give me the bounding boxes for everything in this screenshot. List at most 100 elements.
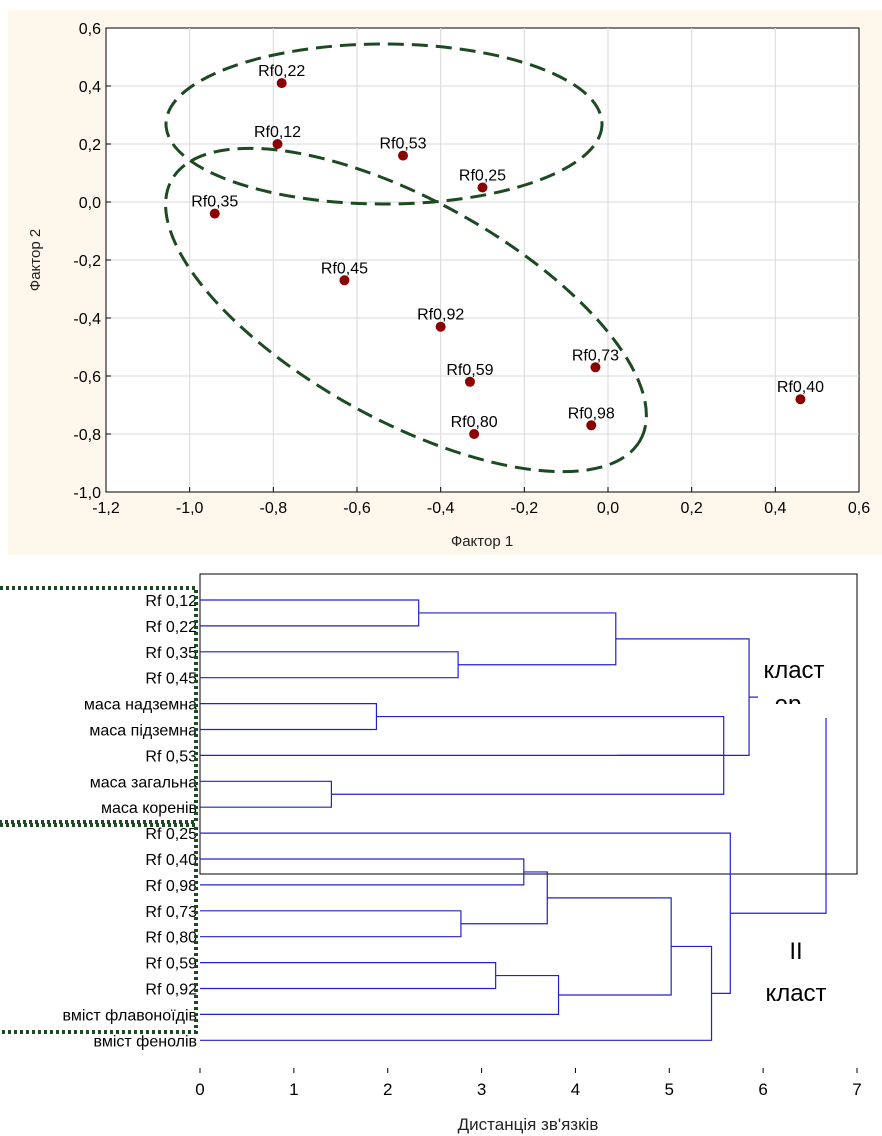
dendrogram-x-axis-label: Дистанція зв'язків	[458, 1115, 599, 1134]
dendrogram-leaf-label: Rf 0,12	[145, 593, 197, 610]
dendrogram-leaf-label: Rf 0,98	[145, 878, 197, 895]
scatter-point-label: Rf0,59	[446, 362, 493, 379]
scatter-y-tick-label: 0,6	[79, 21, 101, 38]
dendrogram-leaf-label: Rf 0,40	[145, 852, 197, 869]
scatter-points: Rf0,22 Rf0,12 Rf0,53 Rf0,25 Rf0,35 Rf0,45 Rf0,…	[191, 63, 824, 439]
dendrogram-branch	[200, 962, 497, 990]
dendrogram-x-tick-label: 3	[477, 1080, 486, 1099]
dendrogram-leaf-label: Rf 0,35	[145, 645, 197, 662]
scatter-point-label: Rf0,40	[777, 379, 824, 396]
scatter-point	[435, 321, 446, 332]
scatter-y-tick-label: -1,0	[73, 485, 101, 502]
scatter-x-tick-label: -1,2	[92, 500, 120, 517]
dendrogram-branch	[200, 858, 525, 886]
dendrogram-leaf-label: маса загальна	[90, 774, 197, 791]
cluster2-label-line2: класт	[765, 980, 826, 1007]
scatter-y-axis-label: Фактор 2	[27, 229, 44, 291]
scatter-y-tick-label: 0,4	[79, 79, 101, 96]
cluster1-outline	[0, 586, 198, 824]
dendrogram-leaf-label: Rf 0,45	[145, 671, 197, 688]
upper-group-outline	[164, 42, 604, 206]
scatter-point	[590, 362, 601, 373]
dendrogram-leaf-label: маса коренів	[101, 800, 197, 817]
dendrogram-leaf-label: Rf 0,22	[145, 619, 197, 636]
scatter-x-axis-label: Фактор 1	[451, 533, 513, 550]
dendrogram-branch	[200, 945, 713, 1041]
dendrogram-leaf-label: маса підземна	[89, 723, 197, 740]
scatter-x-tick-label: -0,4	[427, 500, 455, 517]
cluster2-outline	[0, 823, 198, 1034]
scatter-point-label: Rf0,25	[459, 168, 506, 185]
scatter-group-outlines	[164, 42, 648, 474]
scatter-point	[795, 394, 806, 405]
scatter-y-tick-label: 0,2	[79, 137, 101, 154]
scatter-panel: -1,2 -1,0 -0,8 -0,6 -0,4 -0,2 0,0 0,2 0,4 0,6 0,6…	[8, 10, 882, 555]
scatter-point-label: Rf0,80	[451, 414, 498, 431]
dendrogram-leaf-label: Rf 0,73	[145, 904, 197, 921]
scatter-point-label: Rf0,12	[254, 124, 301, 141]
scatter-x-tick-label: -1,0	[176, 500, 204, 517]
dendrogram-x-tick-label: 5	[665, 1080, 674, 1099]
dendrogram-branch	[418, 612, 617, 666]
dendrogram-leaf-label: маса надземна	[84, 697, 197, 714]
dendrogram-x-tick-label: 1	[289, 1080, 298, 1099]
scatter-point-label: Rf0,22	[258, 63, 305, 80]
scatter-y-ticks: 0,6 0,4 0,2 0,0 -0,2 -0,4 -0,6 -0,8 -1,0	[73, 21, 111, 502]
scatter-point	[477, 182, 488, 193]
scatter-point-label: Rf0,45	[321, 260, 368, 277]
dendrogram-x-tick-label: 7	[852, 1080, 861, 1099]
dendrogram-branch	[200, 599, 420, 627]
dendrogram-branch	[200, 910, 462, 938]
dendrogram-leaf-label: Rf 0,80	[145, 930, 197, 947]
scatter-gridlines	[106, 28, 859, 492]
dendrogram-leaf-label: Rf 0,92	[145, 982, 197, 999]
scatter-point-label: Rf0,53	[379, 136, 426, 153]
dendrogram-branch	[200, 651, 459, 679]
cluster2-label-line1: II	[789, 938, 802, 965]
scatter-x-tick-label: 0,6	[848, 500, 870, 517]
scatter-point-label: Rf0,73	[572, 347, 619, 364]
dendrogram-panel: 0 1 2 3 4 5 6 7 Rf 0,12 Rf 0,22 Rf 0,35 Rf 0,45 мас…	[0, 573, 862, 1134]
scatter-point	[464, 376, 475, 387]
dendrogram-branch	[547, 897, 672, 996]
scatter-point	[398, 150, 409, 161]
scatter-y-tick-label: 0,0	[79, 195, 101, 212]
scatter-x-ticks: -1,2 -1,0 -0,8 -0,6 -0,4 -0,2 0,0 0,2 0,4 0,6	[92, 487, 870, 517]
scatter-point-label: Rf0,92	[417, 307, 464, 324]
dendrogram-x-tick-label: 6	[758, 1080, 767, 1099]
dendrogram-leaf-label: Rf 0,25	[145, 826, 197, 843]
scatter-y-tick-label: -0,4	[73, 311, 101, 328]
dendrogram-branch	[615, 638, 750, 756]
dendrogram-x-tick-label: 0	[195, 1080, 204, 1099]
scatter-point	[586, 420, 597, 431]
dendrogram-x-tick-label: 2	[383, 1080, 392, 1099]
scatter-y-tick-label: -0,6	[73, 369, 101, 386]
dendrogram-leaf-label: Rf 0,59	[145, 956, 197, 973]
scatter-point	[209, 208, 220, 219]
scatter-x-tick-label: -0,6	[343, 500, 371, 517]
scatter-x-tick-label: -0,2	[511, 500, 539, 517]
dendrogram-leaf-labels: Rf 0,12 Rf 0,22 Rf 0,35 Rf 0,45 маса надземн…	[63, 593, 198, 1050]
scatter-x-tick-label: 0,2	[681, 500, 703, 517]
dendrogram-x-ticks: 0 1 2 3 4 5 6 7	[195, 1068, 862, 1099]
scatter-point-label: Rf0,98	[568, 405, 615, 422]
scatter-x-tick-label: 0,4	[764, 500, 786, 517]
dendrogram-plot-area	[199, 573, 858, 875]
cluster1-label-box	[758, 652, 830, 704]
cluster1-label-mask	[758, 704, 830, 718]
dendrogram-leaf-label: Rf 0,53	[145, 748, 197, 765]
cluster1-label-line1: класт	[763, 657, 824, 684]
scatter-point	[272, 139, 283, 149]
dendrogram-leaf-label: вміст фенолів	[94, 1033, 197, 1050]
dendrogram-branch	[200, 974, 560, 1015]
scatter-y-tick-label: -0,2	[73, 253, 101, 270]
scatter-point	[469, 429, 480, 439]
dendrogram-branch	[460, 871, 548, 925]
scatter-x-tick-label: -0,8	[260, 500, 288, 517]
dendrogram-group-outlines	[0, 586, 198, 1034]
dendrogram-x-tick-label: 4	[571, 1080, 580, 1099]
scatter-point	[276, 78, 287, 89]
dendrogram-branch	[200, 703, 378, 731]
scatter-x-tick-label: 0,0	[597, 500, 619, 517]
